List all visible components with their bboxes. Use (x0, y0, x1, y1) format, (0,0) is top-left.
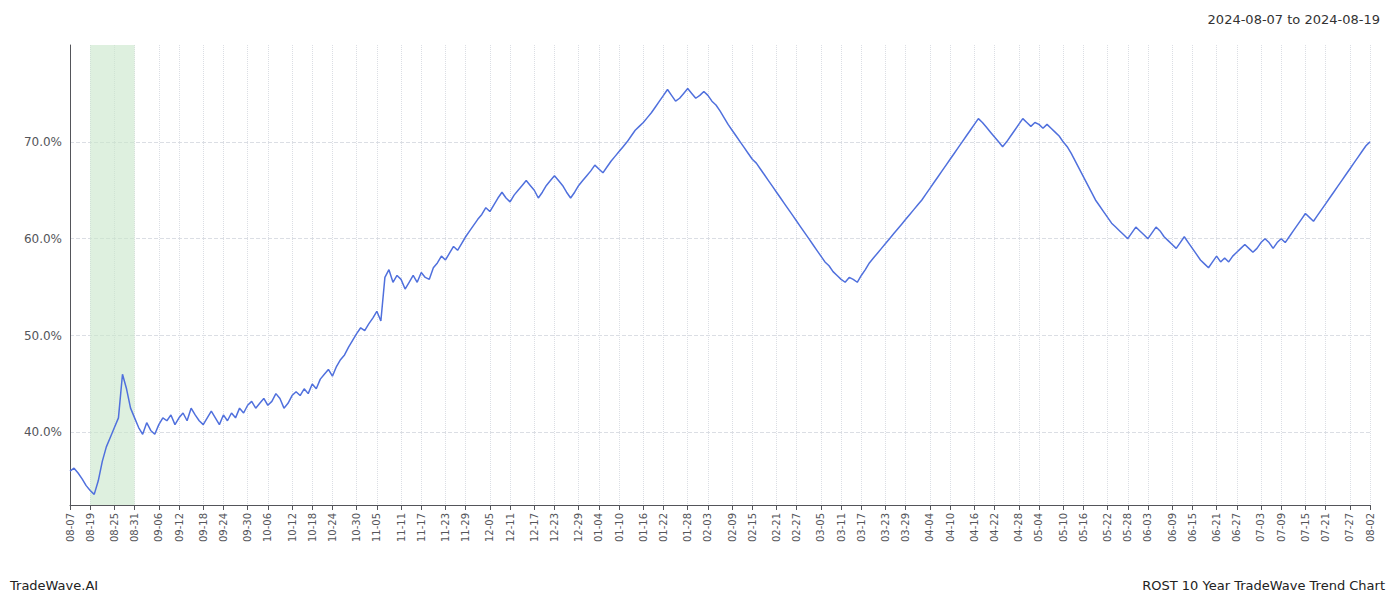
svg-text:06-09: 06-09 (1167, 513, 1178, 542)
svg-text:12-17: 12-17 (529, 513, 540, 542)
svg-text:04-10: 04-10 (945, 513, 956, 542)
svg-text:06-27: 06-27 (1231, 513, 1242, 542)
svg-text:01-04: 01-04 (593, 513, 604, 542)
svg-text:10-06: 10-06 (262, 513, 273, 542)
svg-text:10-12: 10-12 (287, 513, 298, 542)
svg-text:09-30: 09-30 (242, 513, 253, 542)
svg-text:07-21: 07-21 (1320, 513, 1331, 542)
svg-text:05-22: 05-22 (1102, 513, 1113, 542)
svg-text:12-23: 12-23 (549, 513, 560, 542)
svg-text:04-28: 04-28 (1013, 513, 1024, 542)
svg-text:08-31: 08-31 (129, 513, 140, 542)
svg-text:05-04: 05-04 (1033, 513, 1044, 542)
svg-text:40.0%: 40.0% (24, 425, 62, 439)
svg-text:12-11: 12-11 (505, 513, 516, 542)
svg-text:03-29: 03-29 (900, 513, 911, 542)
svg-text:70.0%: 70.0% (24, 135, 62, 149)
svg-text:02-21: 02-21 (771, 513, 782, 542)
svg-text:04-22: 04-22 (989, 513, 1000, 542)
svg-text:06-03: 06-03 (1142, 513, 1153, 542)
svg-text:11-11: 11-11 (396, 513, 407, 542)
svg-text:11-17: 11-17 (416, 513, 427, 542)
svg-text:01-22: 01-22 (658, 513, 669, 542)
svg-text:02-15: 02-15 (747, 513, 758, 542)
svg-text:06-15: 06-15 (1187, 513, 1198, 542)
svg-text:11-23: 11-23 (440, 513, 451, 542)
svg-text:01-10: 01-10 (614, 513, 625, 542)
svg-text:03-17: 03-17 (856, 513, 867, 542)
svg-text:09-06: 09-06 (153, 513, 164, 542)
svg-text:05-28: 05-28 (1122, 513, 1133, 542)
svg-text:TradeWave.AI: TradeWave.AI (9, 578, 98, 593)
svg-text:60.0%: 60.0% (24, 232, 62, 246)
svg-text:03-05: 03-05 (815, 513, 826, 542)
svg-text:05-16: 05-16 (1078, 513, 1089, 542)
svg-text:08-19: 08-19 (85, 513, 96, 542)
svg-text:04-16: 04-16 (969, 513, 980, 542)
svg-text:05-10: 05-10 (1058, 513, 1069, 542)
svg-text:10-30: 10-30 (351, 513, 362, 542)
svg-text:07-09: 07-09 (1276, 513, 1287, 542)
svg-text:09-18: 09-18 (198, 513, 209, 542)
svg-text:01-16: 01-16 (638, 513, 649, 542)
svg-text:11-29: 11-29 (460, 513, 471, 542)
svg-text:12-05: 12-05 (484, 513, 495, 542)
svg-text:09-12: 09-12 (174, 513, 185, 542)
svg-text:02-09: 02-09 (727, 513, 738, 542)
svg-text:2024-08-07 to 2024-08-19: 2024-08-07 to 2024-08-19 (1208, 12, 1380, 27)
svg-text:10-18: 10-18 (307, 513, 318, 542)
svg-text:ROST 10 Year TradeWave Trend C: ROST 10 Year TradeWave Trend Chart (1142, 578, 1385, 593)
svg-text:03-23: 03-23 (880, 513, 891, 542)
svg-text:02-03: 02-03 (702, 513, 713, 542)
svg-text:03-11: 03-11 (836, 513, 847, 542)
svg-text:01-28: 01-28 (682, 513, 693, 542)
svg-text:08-25: 08-25 (109, 513, 120, 542)
svg-text:50.0%: 50.0% (24, 329, 62, 343)
svg-text:06-21: 06-21 (1211, 513, 1222, 542)
svg-text:04-04: 04-04 (924, 513, 935, 542)
svg-text:11-05: 11-05 (371, 513, 382, 542)
svg-text:07-27: 07-27 (1344, 513, 1355, 542)
svg-text:07-03: 07-03 (1255, 513, 1266, 542)
svg-text:12-29: 12-29 (573, 513, 584, 542)
svg-text:07-15: 07-15 (1300, 513, 1311, 542)
svg-text:10-24: 10-24 (327, 513, 338, 542)
svg-text:08-07: 08-07 (65, 513, 76, 542)
svg-text:09-24: 09-24 (218, 513, 229, 542)
svg-text:02-27: 02-27 (791, 513, 802, 542)
svg-text:08-02: 08-02 (1365, 513, 1376, 542)
